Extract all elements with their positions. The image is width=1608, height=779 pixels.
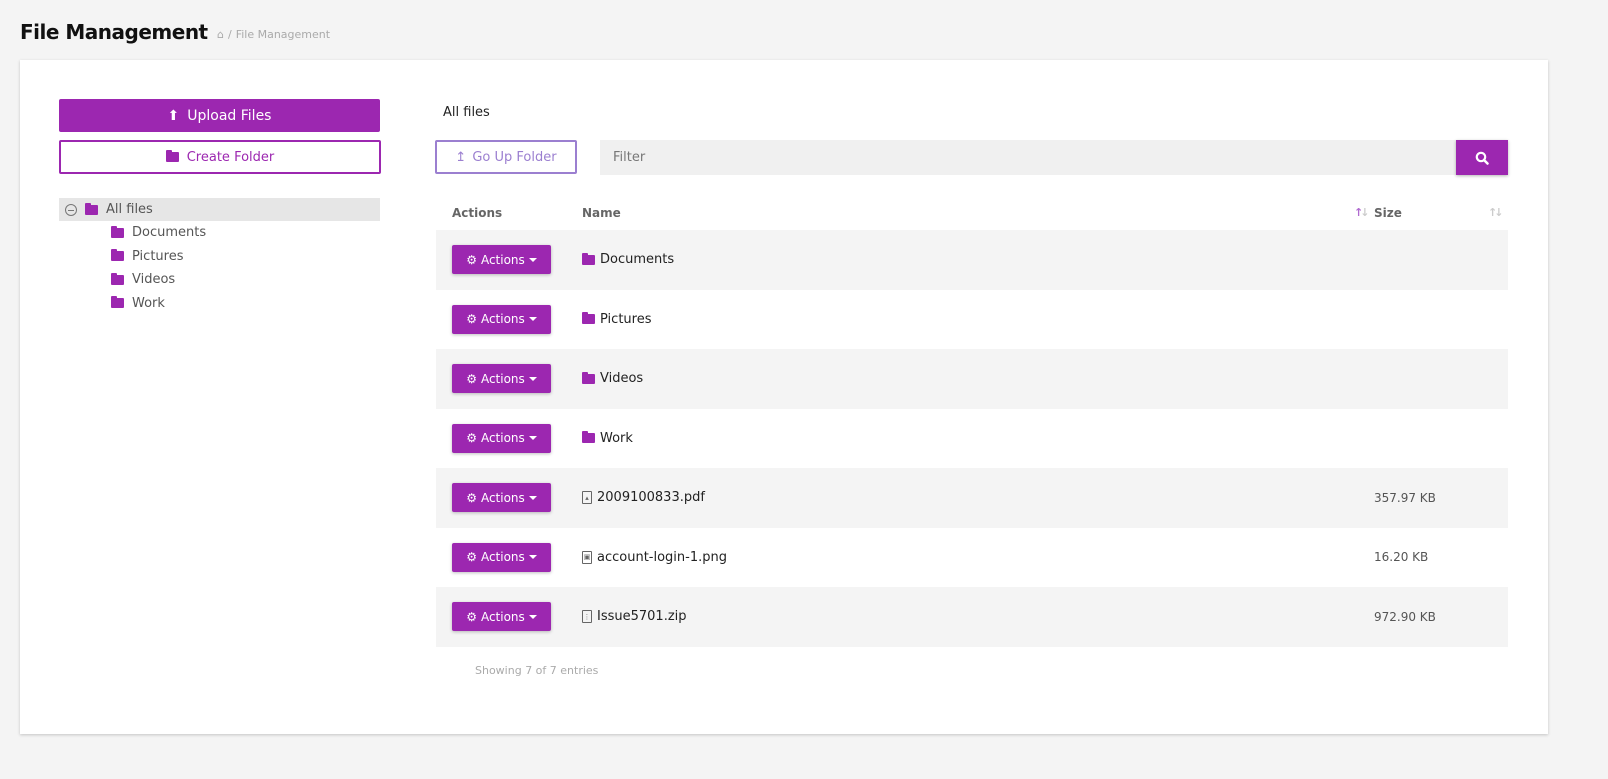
actions-dropdown-button[interactable]: ⚙ Actions bbox=[452, 542, 551, 572]
collapse-icon[interactable] bbox=[65, 203, 77, 216]
caret-down-icon bbox=[528, 436, 537, 441]
folder-icon bbox=[582, 252, 595, 265]
file-name-link[interactable]: ▴ 2009100833.pdf bbox=[582, 490, 705, 505]
zip-file-icon: ⋮ bbox=[582, 610, 592, 624]
sort-icon[interactable]: ↑↓ bbox=[1488, 206, 1504, 219]
gear-icon: ⚙ bbox=[466, 431, 477, 446]
page-title: File Management bbox=[20, 20, 208, 44]
folder-icon bbox=[111, 296, 124, 309]
entries-info: Showing 7 of 7 entries bbox=[475, 664, 599, 677]
folder-tree: All files Documents Pictures Videos Work bbox=[59, 198, 380, 315]
table-row: ⚙ Actions Work bbox=[436, 409, 1508, 469]
folder-icon bbox=[582, 431, 595, 444]
current-path: All files bbox=[443, 105, 490, 120]
file-name-link[interactable]: Videos bbox=[582, 371, 643, 386]
gear-icon: ⚙ bbox=[466, 252, 477, 267]
actions-dropdown-button[interactable]: ⚙ Actions bbox=[452, 304, 551, 334]
caret-down-icon bbox=[528, 555, 537, 560]
table-row: ⚙ Actions ▴ 2009100833.pdf 357.97 KB bbox=[436, 468, 1508, 528]
file-size: 357.97 KB bbox=[1374, 490, 1436, 505]
create-folder-button[interactable]: Create Folder bbox=[59, 140, 381, 174]
sort-icon[interactable]: ↑↓ bbox=[1354, 206, 1370, 219]
gear-icon: ⚙ bbox=[466, 312, 477, 327]
folder-plus-icon bbox=[165, 150, 179, 162]
column-name[interactable]: Name bbox=[582, 205, 621, 220]
table-row: ⚙ Actions Documents bbox=[436, 230, 1508, 290]
breadcrumb: ⌂ / File Management bbox=[217, 28, 331, 41]
caret-down-icon bbox=[528, 257, 537, 262]
table-header: Actions Name ↑↓ Size ↑↓ bbox=[436, 195, 1508, 230]
gear-icon: ⚙ bbox=[466, 609, 477, 624]
file-name-link[interactable]: ▣ account-login-1.png bbox=[582, 549, 727, 565]
pdf-file-icon: ▴ bbox=[582, 491, 592, 505]
file-manager-card: ⬆ Upload Files Create Folder All files D… bbox=[20, 60, 1548, 734]
actions-dropdown-button[interactable]: ⚙ Actions bbox=[452, 245, 551, 275]
search-icon bbox=[1475, 151, 1489, 165]
file-size: 972.90 KB bbox=[1374, 609, 1436, 624]
home-icon[interactable]: ⌂ bbox=[217, 28, 224, 41]
table-row: ⚙ Actions Videos bbox=[436, 349, 1508, 409]
file-size: 16.20 KB bbox=[1374, 550, 1429, 565]
tree-item[interactable]: Pictures bbox=[59, 245, 380, 269]
file-name-link[interactable]: Work bbox=[582, 431, 633, 446]
actions-dropdown-button[interactable]: ⚙ Actions bbox=[452, 364, 551, 394]
tree-item[interactable]: Videos bbox=[59, 268, 380, 292]
tree-item[interactable]: Documents bbox=[59, 221, 380, 245]
gear-icon: ⚙ bbox=[466, 550, 477, 565]
folder-icon bbox=[582, 371, 595, 384]
image-file-icon: ▣ bbox=[582, 550, 592, 564]
caret-down-icon bbox=[528, 317, 537, 322]
table-row: ⚙ Actions ▣ account-login-1.png 16.20 KB bbox=[436, 528, 1508, 588]
caret-down-icon bbox=[528, 376, 537, 381]
gear-icon: ⚙ bbox=[466, 371, 477, 386]
tree-item[interactable]: Work bbox=[59, 292, 380, 316]
search-button[interactable] bbox=[1456, 140, 1508, 175]
table-row: ⚙ Actions Pictures bbox=[436, 290, 1508, 350]
upload-icon: ⬆ bbox=[167, 107, 180, 124]
folder-icon bbox=[111, 272, 124, 285]
column-actions: Actions bbox=[452, 205, 503, 220]
files-table: Actions Name ↑↓ Size ↑↓ ⚙ Actions Documen… bbox=[436, 195, 1508, 647]
table-row: ⚙ Actions ⋮ Issue5701.zip 972.90 KB bbox=[436, 587, 1508, 647]
actions-dropdown-button[interactable]: ⚙ Actions bbox=[452, 602, 551, 632]
folder-icon bbox=[582, 312, 595, 325]
actions-dropdown-button[interactable]: ⚙ Actions bbox=[452, 423, 551, 453]
actions-dropdown-button[interactable]: ⚙ Actions bbox=[452, 483, 551, 513]
upload-files-button[interactable]: ⬆ Upload Files bbox=[59, 99, 380, 132]
folder-icon bbox=[111, 225, 124, 238]
file-name-link[interactable]: Pictures bbox=[582, 312, 651, 327]
file-name-link[interactable]: ⋮ Issue5701.zip bbox=[582, 609, 687, 625]
column-size[interactable]: Size bbox=[1374, 205, 1402, 220]
breadcrumb-item[interactable]: File Management bbox=[235, 28, 331, 41]
folder-icon bbox=[111, 249, 124, 262]
caret-down-icon bbox=[528, 614, 537, 619]
filter-input[interactable] bbox=[600, 140, 1456, 175]
tree-item-all-files[interactable]: All files bbox=[59, 198, 380, 221]
folder-icon bbox=[85, 202, 98, 215]
caret-down-icon bbox=[528, 495, 537, 500]
gear-icon: ⚙ bbox=[466, 490, 477, 505]
arrow-up-icon: ↥ bbox=[455, 149, 467, 165]
go-up-folder-button[interactable]: ↥ Go Up Folder bbox=[435, 140, 577, 174]
file-name-link[interactable]: Documents bbox=[582, 252, 674, 267]
